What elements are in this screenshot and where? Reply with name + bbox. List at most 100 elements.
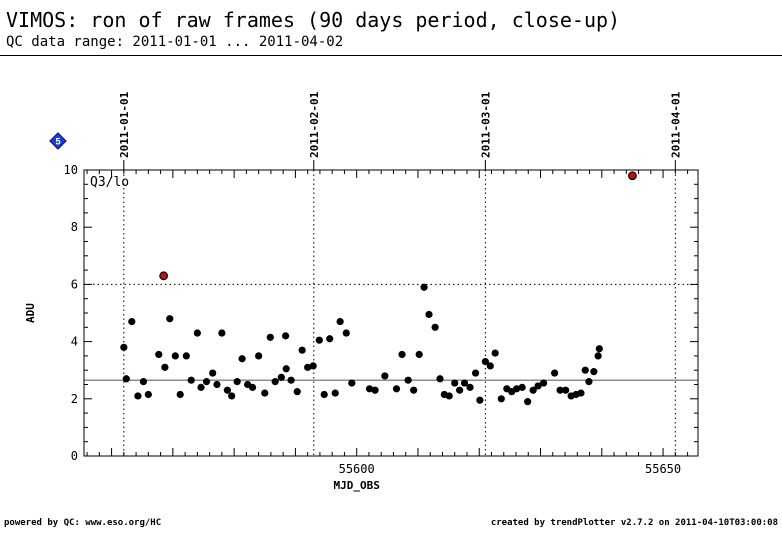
data-point	[255, 352, 263, 360]
scatter-plot: 2011-01-01 2011-02-01 2011-03-01 2011-04-01…	[24, 91, 699, 492]
data-point	[209, 369, 217, 377]
data-point	[176, 390, 184, 399]
outlier-point	[159, 271, 169, 281]
x-axis-label: MJD_OBS	[334, 479, 380, 492]
data-point	[410, 386, 418, 394]
data-point	[451, 379, 459, 387]
data-point	[223, 386, 231, 394]
data-point	[293, 388, 301, 396]
data-point	[524, 398, 532, 406]
data-point	[415, 350, 423, 359]
data-point	[590, 368, 598, 376]
chart-title: VIMOS: ron of raw frames (90 days period…	[6, 8, 621, 32]
axis-ticks: 0 2 4 6 8 10 55600 55650	[64, 163, 698, 476]
data-point	[182, 352, 190, 360]
data-point	[371, 386, 379, 394]
data-point	[513, 385, 521, 393]
data-point	[556, 386, 564, 394]
data-point	[404, 376, 412, 384]
footer-created-by: created by trendPlotter v2.7.2 on 2011-0…	[490, 518, 778, 528]
data-point	[481, 358, 489, 366]
data-point	[287, 376, 295, 384]
data-point	[577, 389, 585, 397]
data-point	[466, 383, 474, 391]
panel-label: Q3/lo	[90, 175, 129, 190]
data-point	[213, 380, 221, 389]
data-point	[315, 336, 323, 344]
data-point	[445, 392, 453, 400]
y-tick-label: 4	[71, 335, 78, 349]
data-point	[539, 379, 548, 387]
data-point	[497, 395, 505, 403]
data-point	[282, 365, 290, 373]
data-point	[518, 383, 526, 391]
data-point	[304, 363, 312, 371]
data-point	[365, 385, 374, 393]
data-point	[585, 378, 593, 386]
data-point	[320, 390, 328, 399]
data-point	[155, 350, 163, 359]
marker-number: 5	[55, 137, 60, 147]
data-point	[456, 386, 464, 394]
data-point	[336, 317, 344, 326]
data-point	[120, 343, 128, 351]
y-tick-label: 0	[71, 449, 78, 463]
data-point	[134, 392, 142, 400]
data-point	[202, 378, 211, 386]
data-point	[392, 385, 401, 393]
date-marker-label: 2011-04-01	[669, 91, 682, 158]
data-point	[425, 310, 433, 319]
data-point	[277, 373, 285, 381]
data-point	[144, 390, 152, 399]
blue-diamond-marker-icon: 5	[49, 132, 67, 150]
header-divider	[0, 55, 782, 56]
data-point	[562, 386, 570, 394]
data-point	[581, 366, 589, 374]
plot-gridlines	[84, 283, 698, 381]
data-point	[266, 333, 274, 341]
footer-powered-by: powered by QC: www.eso.org/HC	[4, 518, 162, 528]
y-tick-label: 2	[71, 392, 78, 406]
data-point	[595, 345, 603, 353]
data-point	[298, 346, 306, 354]
data-point	[218, 329, 226, 337]
data-point	[161, 363, 169, 371]
data-point	[228, 392, 236, 400]
data-point	[261, 389, 269, 397]
data-point	[309, 362, 317, 370]
data-point	[166, 315, 174, 323]
date-marker-label: 2011-02-01	[308, 91, 321, 158]
data-point	[486, 362, 494, 370]
data-point	[193, 329, 201, 337]
chart-subtitle: QC data range: 2011-01-01 ... 2011-04-02	[6, 34, 344, 50]
y-tick-label: 6	[71, 277, 78, 291]
y-tick-label: 8	[71, 220, 78, 234]
y-axis-label: ADU	[24, 303, 37, 323]
data-point	[491, 349, 499, 357]
data-point	[331, 389, 339, 397]
data-point	[233, 378, 241, 386]
data-point	[529, 386, 537, 394]
data-point	[534, 382, 542, 390]
data-point	[471, 369, 480, 377]
outlier-point	[628, 171, 637, 181]
x-tick-label: 55600	[339, 462, 375, 476]
data-point	[187, 376, 195, 384]
date-marker-label: 2011-03-01	[479, 91, 492, 158]
data-point	[398, 350, 406, 359]
date-marker-label: 2011-01-01	[118, 91, 131, 158]
data-point	[420, 283, 428, 291]
data-point	[460, 379, 469, 387]
data-point	[171, 352, 179, 360]
x-tick-label: 55650	[645, 462, 681, 476]
data-point	[128, 317, 136, 326]
data-point	[551, 369, 559, 377]
data-point	[271, 378, 279, 386]
data-point	[431, 323, 439, 331]
data-point	[122, 375, 130, 383]
data-point	[436, 375, 444, 383]
data-points	[120, 171, 637, 406]
data-point	[342, 329, 350, 337]
date-markers: 2011-01-01 2011-02-01 2011-03-01 2011-04-01	[118, 91, 682, 456]
data-point	[238, 355, 246, 363]
